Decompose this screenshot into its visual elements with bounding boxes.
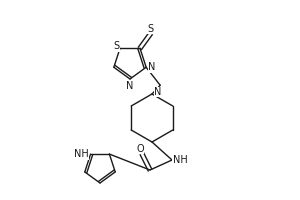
Text: N: N [154, 87, 162, 97]
Text: S: S [113, 41, 119, 51]
Text: N: N [148, 62, 156, 72]
Text: S: S [148, 24, 154, 34]
Text: O: O [136, 144, 144, 154]
Text: NH: NH [172, 155, 188, 165]
Text: NH: NH [74, 149, 89, 159]
Text: N: N [126, 81, 134, 91]
